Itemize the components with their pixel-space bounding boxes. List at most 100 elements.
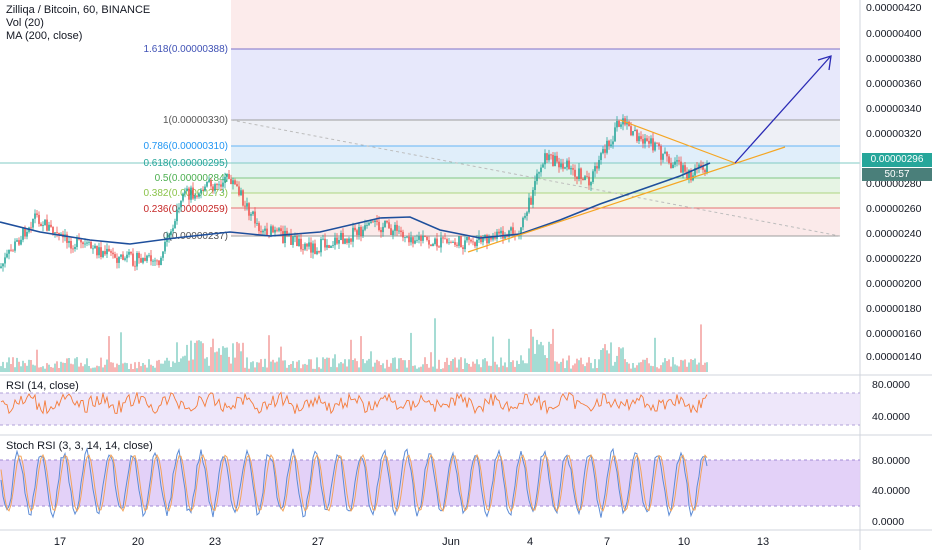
- volume-bar: [606, 350, 608, 372]
- volume-bar: [376, 359, 378, 372]
- ma-indicator-label[interactable]: MA (200, close): [6, 30, 83, 42]
- volume-bar: [462, 369, 464, 372]
- volume-bar: [316, 357, 318, 372]
- rsi-indicator-label[interactable]: RSI (14, close): [6, 380, 79, 392]
- volume-bar: [688, 362, 690, 372]
- volume-bar: [298, 360, 300, 372]
- candle-body: [300, 238, 302, 250]
- volume-bar: [128, 369, 130, 372]
- volume-bar: [382, 363, 384, 372]
- trendline-lower[interactable]: [467, 146, 786, 253]
- candle-body: [122, 254, 124, 260]
- volume-bar: [486, 361, 488, 372]
- candle-body: [324, 238, 326, 248]
- candle-body: [270, 226, 272, 236]
- volume-bar: [560, 361, 562, 372]
- volume-bar: [364, 363, 366, 372]
- volume-bar: [622, 347, 624, 372]
- candle-body: [252, 211, 254, 215]
- candle-body: [616, 121, 618, 128]
- volume-bar: [322, 357, 324, 372]
- candle-body: [160, 257, 162, 266]
- volume-bar: [556, 361, 558, 372]
- candle-body: [130, 251, 132, 254]
- volume-bar: [118, 364, 120, 372]
- stoch-rsi-indicator-label[interactable]: Stoch RSI (3, 3, 14, 14, close): [6, 440, 153, 452]
- candle-body: [84, 243, 86, 245]
- candle-body: [598, 160, 600, 169]
- candle-body: [648, 140, 650, 144]
- time-axis[interactable]: 17 20 23 27 Jun 4 7 10 13: [54, 536, 769, 548]
- candle-body: [674, 161, 676, 165]
- volume-bar: [584, 366, 586, 372]
- volume-bar: [508, 338, 510, 372]
- volume-bar: [598, 359, 600, 372]
- candle-body: [184, 191, 186, 194]
- candle-body: [544, 153, 546, 165]
- volume-bar: [10, 364, 12, 372]
- candle-body: [606, 140, 608, 153]
- candle-body: [512, 227, 514, 234]
- candle-body: [284, 230, 286, 243]
- drawings[interactable]: [467, 55, 832, 253]
- candle-body: [6, 253, 8, 258]
- volume-bar: [522, 360, 524, 372]
- volume-bar: [242, 342, 244, 372]
- candle-body: [260, 231, 262, 233]
- volume-bar: [478, 364, 480, 372]
- candle-body: [666, 151, 668, 157]
- candle-body: [548, 154, 550, 161]
- candle-body: [346, 238, 348, 243]
- candle-body: [42, 225, 44, 226]
- price-axis[interactable]: 0.00000420 0.00000400 0.00000380 0.00000…: [866, 2, 922, 528]
- candle-body: [90, 241, 92, 249]
- candle-body: [610, 144, 612, 146]
- trendline-upper[interactable]: [619, 119, 736, 164]
- volume-bar: [404, 360, 406, 372]
- candle-body: [520, 227, 522, 234]
- candle-body: [112, 252, 114, 255]
- volume-bar: [314, 368, 316, 372]
- candle-body: [34, 213, 36, 219]
- volume-bar: [578, 360, 580, 372]
- volume-bar: [614, 361, 616, 372]
- candle-body: [12, 250, 14, 252]
- candle-body: [632, 131, 634, 136]
- volume-bar: [256, 362, 258, 372]
- volume-bar: [676, 365, 678, 372]
- candle-body: [158, 260, 160, 266]
- volume-bar: [344, 359, 346, 372]
- projection-arrow[interactable]: [734, 56, 831, 164]
- time-label: 20: [132, 536, 144, 548]
- volume-bar: [266, 367, 268, 372]
- price-candles[interactable]: [0, 114, 708, 272]
- volume-bar: [184, 355, 186, 372]
- candle-body: [400, 230, 402, 232]
- volume-bar: [264, 358, 266, 372]
- volume-bar: [502, 365, 504, 372]
- candle-body: [462, 247, 464, 249]
- candle-body: [690, 170, 692, 181]
- chart-legend[interactable]: Zilliqa / Bitcoin, 60, BINANCE Vol (20) …: [6, 4, 150, 43]
- volume-bar: [38, 367, 40, 372]
- candle-body: [2, 263, 4, 267]
- volume-bar: [60, 361, 62, 372]
- candle-body: [310, 242, 312, 253]
- candle-body: [186, 188, 188, 192]
- volume-bar: [164, 360, 166, 372]
- symbol-title[interactable]: Zilliqa / Bitcoin, 60, BINANCE: [6, 4, 151, 16]
- volume-bar: [232, 343, 234, 372]
- time-label: 17: [54, 536, 66, 548]
- volume-bar: [88, 366, 90, 372]
- candle-body: [206, 182, 208, 187]
- candle-body: [424, 235, 426, 237]
- volume-indicator-label[interactable]: Vol (20): [6, 17, 44, 29]
- candle-body: [354, 227, 356, 231]
- candle-body: [602, 149, 604, 154]
- candle-body: [418, 236, 420, 240]
- candle-body: [502, 230, 504, 239]
- volume-bar: [432, 366, 434, 372]
- candle-body: [524, 215, 526, 218]
- candle-body: [316, 251, 318, 254]
